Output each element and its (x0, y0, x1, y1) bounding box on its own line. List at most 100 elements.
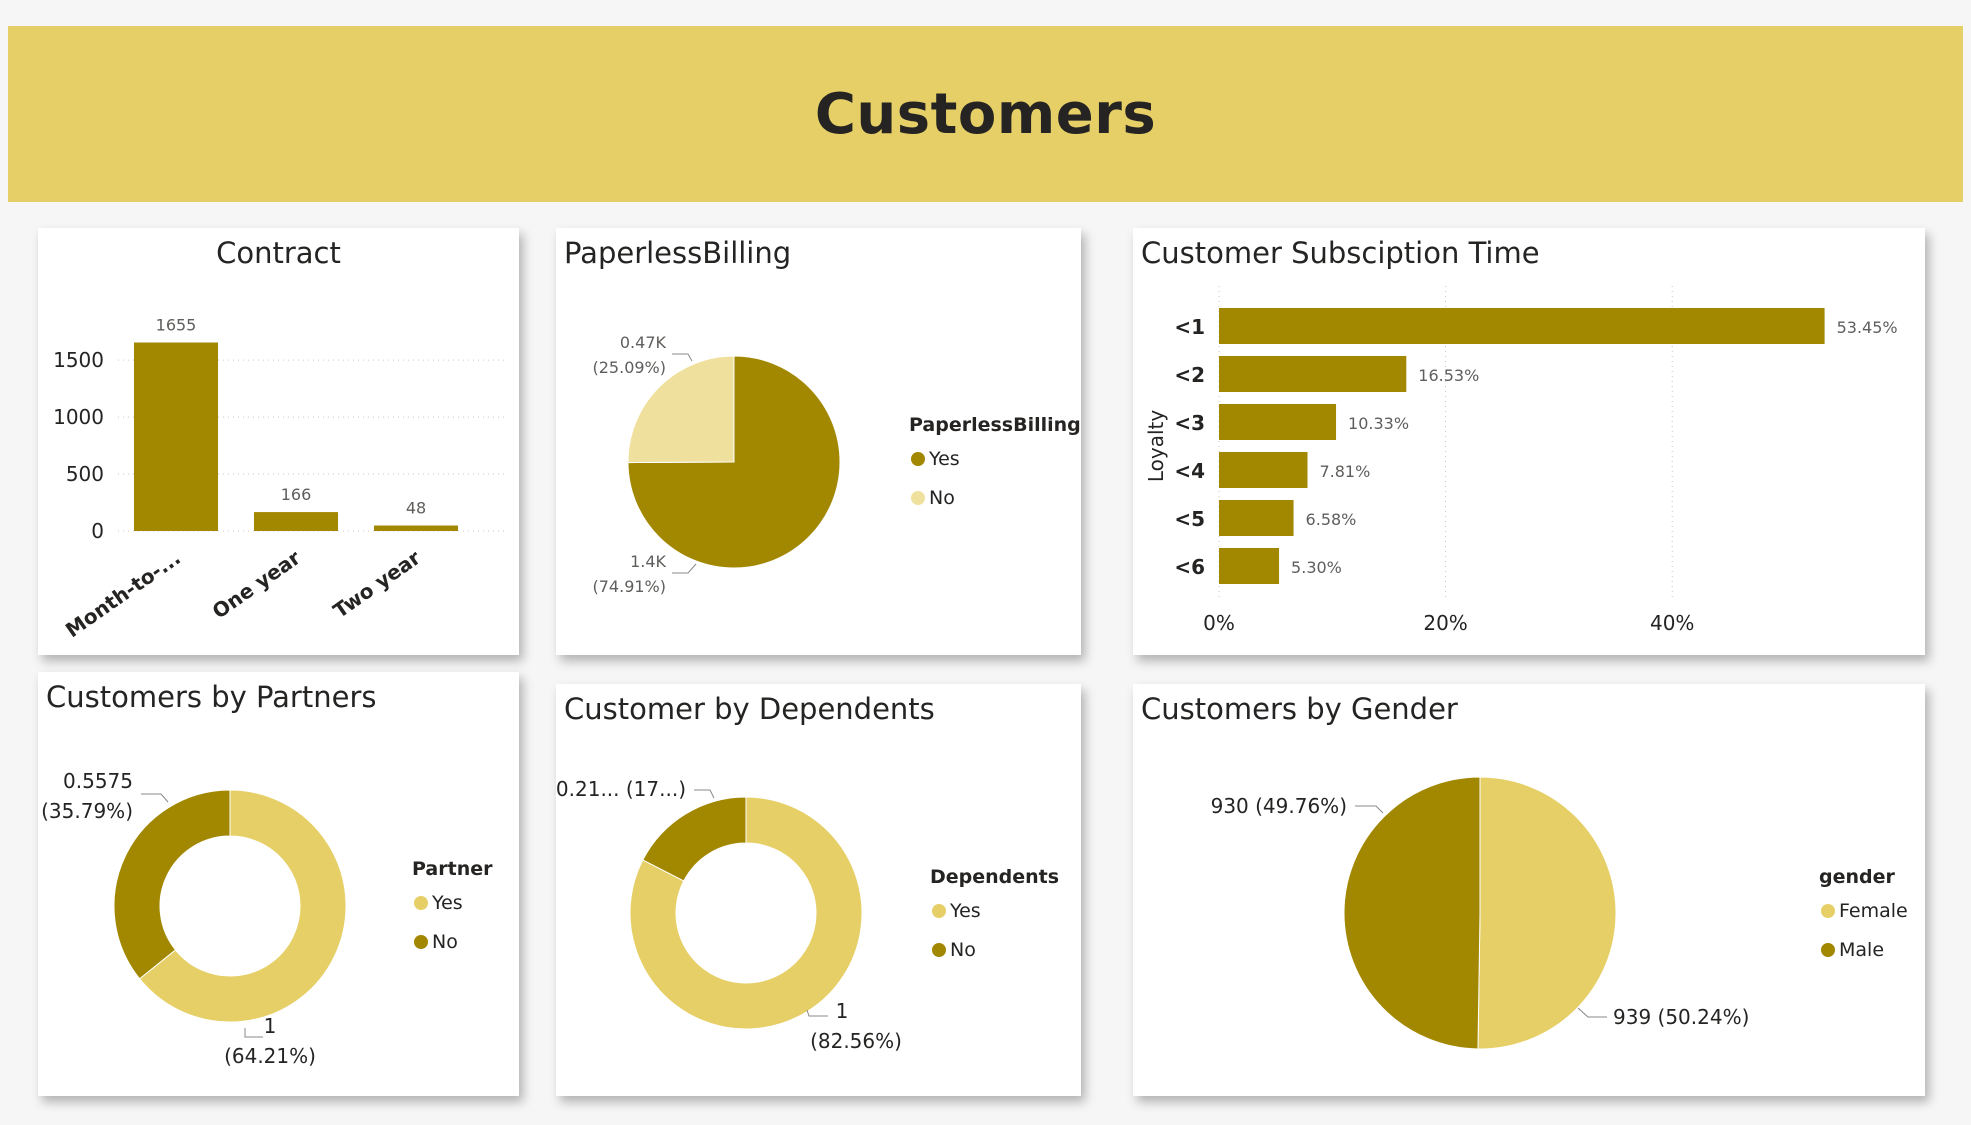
bar-lt-3 (1219, 404, 1337, 440)
bar-lt-4 (1219, 452, 1308, 488)
y-tick-label: <6 (1174, 555, 1205, 579)
bar-value-label: 6.58% (1306, 510, 1357, 529)
bar-lt-5 (1219, 500, 1294, 536)
slice-percent-label: (82.56%) (810, 1029, 902, 1053)
legend-marker-yes (932, 904, 946, 918)
legend-title: gender (1819, 866, 1896, 888)
contract-chart: 0 500 1000 1500 1655 Month-to-... 166 One year 4… (53, 316, 508, 642)
y-tick-label: <1 (1174, 315, 1205, 339)
legend-marker-male (1821, 943, 1835, 957)
dependents-title: Customer by Dependents (564, 692, 935, 726)
leader-line (1355, 805, 1384, 814)
y-tick-label: 1500 (53, 348, 104, 372)
leader-line (1577, 1007, 1607, 1018)
slice-percent-label: (64.21%) (224, 1044, 316, 1068)
y-tick-label: 0 (91, 519, 104, 543)
gender-title: Customers by Gender (1141, 692, 1458, 726)
slice-no (113, 789, 231, 980)
x-tick-label: 0% (1203, 611, 1235, 635)
slice-female (1477, 776, 1617, 1050)
slice-no (642, 796, 747, 882)
x-tick-label: 40% (1650, 611, 1694, 635)
legend-title: Partner (412, 858, 493, 880)
subscription-title: Customer Subsciption Time (1141, 236, 1540, 270)
bar-value-label: 7.81% (1319, 462, 1370, 481)
legend-item-no: No (432, 931, 458, 953)
page-title: Customers (814, 81, 1157, 147)
leader-line (672, 353, 693, 362)
paperless-chart: 0.47K (25.09%) 1.4K (74.91%) PaperlessBillin… (593, 333, 1081, 596)
gender-chart: 930 (49.76%) 939 (50.24%) gender Female Male (1211, 776, 1908, 1050)
leader-line (141, 793, 169, 803)
partners-card[interactable]: Customers by Partners 0.5575 (35.79%) 1 (64… (38, 672, 519, 1096)
legend-title: Dependents (930, 866, 1059, 888)
bar-one-year (254, 512, 338, 531)
bar-lt-6 (1219, 548, 1280, 584)
gender-card[interactable]: Customers by Gender 930 (49.76%) 939 (50.… (1133, 684, 1925, 1096)
slice-value-label: 939 (50.24%) (1613, 1005, 1749, 1029)
slice-value-label: 0.21... (17...) (556, 777, 686, 801)
legend-item-no: No (950, 939, 976, 961)
paperless-card[interactable]: PaperlessBilling 0.47K (25.09%) 1.4K (74.91… (556, 228, 1081, 655)
contract-card[interactable]: Contract 0 500 1000 1500 1655 Month-to-... 166… (38, 228, 519, 655)
y-tick-label: <5 (1174, 507, 1205, 531)
bar-lt-2 (1219, 356, 1407, 392)
slice-value-label: 930 (49.76%) (1211, 794, 1347, 818)
slice-percent-label: (74.91%) (593, 577, 667, 596)
x-tick-label: 20% (1423, 611, 1467, 635)
x-tick-label: Month-to-... (61, 545, 185, 642)
partners-title: Customers by Partners (46, 680, 377, 714)
legend-item-male: Male (1839, 939, 1884, 961)
legend-marker-female (1821, 904, 1835, 918)
leader-line (672, 563, 697, 574)
subscription-chart: 0% 20% 40% 53.45% <1 16.53% <2 10.33% <3 7.81% <4 6… (1144, 286, 1898, 635)
y-tick-label: 500 (66, 462, 104, 486)
slice-yes (629, 796, 863, 1030)
legend-title: PaperlessBilling (909, 414, 1081, 436)
partners-chart: 0.5575 (35.79%) 1 (64.21%) Partner Yes No (41, 769, 493, 1068)
bar-month-to (134, 342, 218, 531)
legend-item-yes: Yes (431, 892, 463, 914)
slice-yes (138, 789, 347, 1023)
slice-value-label: 0.5575 (63, 769, 133, 793)
legend-marker-no (932, 943, 946, 957)
y-tick-label: 1000 (53, 405, 104, 429)
legend-item-yes: Yes (928, 448, 960, 470)
legend-marker-no (414, 935, 428, 949)
bar-two-year (374, 525, 458, 531)
slice-value-label: 1 (836, 999, 849, 1023)
legend-marker-yes (911, 452, 925, 466)
subscription-card[interactable]: Customer Subsciption Time 0% 20% 40% 53.45%… (1133, 228, 1925, 655)
bar-value-label: 10.33% (1348, 414, 1409, 433)
contract-title: Contract (216, 236, 341, 270)
leader-line (806, 1009, 828, 1017)
bar-value-label: 5.30% (1291, 558, 1342, 577)
legend-item-yes: Yes (949, 900, 981, 922)
slice-yes (627, 355, 841, 569)
dependents-card[interactable]: Customer by Dependents 0.21... (17...) 1 (… (556, 684, 1081, 1096)
legend-marker-no (911, 491, 925, 505)
slice-no (627, 355, 735, 464)
slice-value-label: 1 (264, 1014, 277, 1038)
leader-line (694, 789, 715, 799)
slice-value-label: 0.47K (620, 333, 667, 352)
y-tick-label: <4 (1174, 459, 1205, 483)
slice-percent-label: (35.79%) (41, 799, 133, 823)
slice-percent-label: (25.09%) (593, 358, 667, 377)
header-banner: Customers (8, 26, 1963, 202)
bar-value-label: 16.53% (1418, 366, 1479, 385)
legend-marker-yes (414, 896, 428, 910)
x-tick-label: One year (208, 545, 305, 623)
bar-value-label: 53.45% (1837, 318, 1898, 337)
slice-male (1343, 776, 1481, 1050)
slice-value-label: 1.4K (630, 552, 666, 571)
dependents-chart: 0.21... (17...) 1 (82.56%) Dependents Yes No (556, 777, 1059, 1053)
bar-value-label: 48 (406, 499, 426, 518)
legend-item-female: Female (1839, 900, 1908, 922)
y-tick-label: <3 (1174, 411, 1205, 435)
y-axis-title: Loyalty (1144, 410, 1168, 483)
bar-lt-1 (1219, 308, 1825, 344)
x-tick-label: Two year (329, 545, 425, 622)
bar-value-label: 1655 (156, 316, 197, 335)
y-tick-label: <2 (1174, 363, 1205, 387)
